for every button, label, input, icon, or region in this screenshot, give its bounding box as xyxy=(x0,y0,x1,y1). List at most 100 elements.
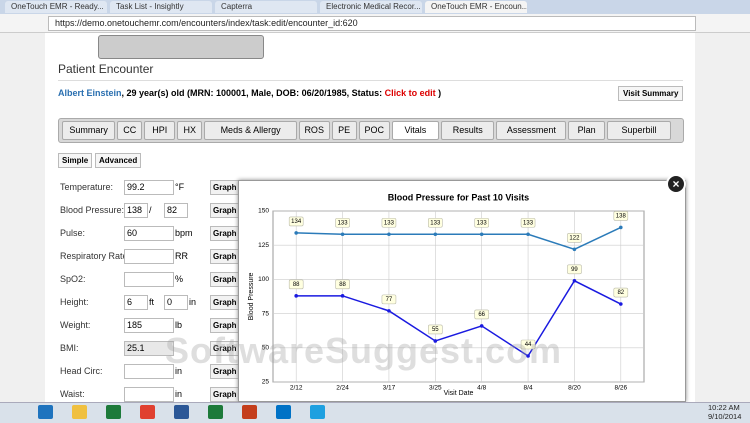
close-popup-button[interactable]: × xyxy=(666,174,686,194)
taskbar-time: 10:22 AM xyxy=(708,403,740,412)
taskbar-icon[interactable] xyxy=(276,405,291,419)
data-label-box xyxy=(567,233,582,243)
vital-unit: RR xyxy=(175,251,188,261)
vital-label: Blood Pressure: xyxy=(60,205,125,215)
page-tab[interactable]: Summary xyxy=(62,121,116,140)
taskbar-icon[interactable] xyxy=(174,405,189,419)
taskbar-icon[interactable] xyxy=(38,405,53,419)
browser-tab[interactable]: Capterra xyxy=(215,1,317,13)
mode-button[interactable]: Advanced xyxy=(95,153,142,168)
url-bar[interactable]: https://demo.onetouchemr.com/encounters/… xyxy=(48,16,696,31)
data-label: 77 xyxy=(386,297,393,303)
page-tab[interactable]: Vitals xyxy=(391,121,440,140)
page-tab[interactable]: PE xyxy=(331,121,357,140)
patient-details: , 29 year(s) old (MRN: 100001, Male, DOB… xyxy=(121,88,383,98)
vital-input[interactable] xyxy=(124,249,174,264)
taskbar-icon[interactable] xyxy=(310,405,325,419)
vital-input[interactable]: 0 xyxy=(164,295,188,310)
vital-input[interactable]: 82 xyxy=(164,203,188,218)
page-tab[interactable]: Results xyxy=(441,121,495,140)
vital-input[interactable]: 138 xyxy=(124,203,148,218)
taskbar-icon[interactable] xyxy=(140,405,155,419)
data-label-box xyxy=(520,217,536,228)
data-point xyxy=(294,231,298,235)
vital-input[interactable]: 6 xyxy=(124,295,148,310)
x-tick-label: 8/4 xyxy=(524,385,533,392)
vital-unit: ft xyxy=(149,297,155,307)
graph-button[interactable]: Graph xyxy=(210,249,240,264)
vital-unit: in xyxy=(175,366,183,376)
vital-input[interactable] xyxy=(124,364,174,379)
chart: Blood Pressure for Past 10 Visits Visit D… xyxy=(248,192,645,397)
data-label: 88 xyxy=(339,282,346,288)
graph-button[interactable]: Graph xyxy=(210,272,240,287)
page-tab[interactable]: HX xyxy=(177,121,203,140)
browser-tab[interactable]: OneTouch EMR - Ready... xyxy=(5,1,107,13)
vital-unit: % xyxy=(175,274,184,284)
vital-unit: bpm xyxy=(175,228,193,238)
voice-toolbar[interactable] xyxy=(98,35,264,59)
mode-button[interactable]: Simple xyxy=(58,153,93,168)
chart-title: Blood Pressure for Past 10 Visits xyxy=(388,192,529,202)
page-tab[interactable]: Meds & Allergy xyxy=(204,121,297,140)
graph-button[interactable]: Graph xyxy=(210,364,240,379)
data-label-box xyxy=(335,279,350,290)
vital-input[interactable] xyxy=(124,272,174,287)
visit-summary-button[interactable]: Visit Summary xyxy=(618,86,684,101)
page-tab[interactable]: POC xyxy=(358,121,390,140)
data-point xyxy=(619,225,623,230)
page-tab[interactable]: Superbill xyxy=(606,121,672,140)
page-tab[interactable]: Plan xyxy=(568,121,605,140)
page-tab[interactable]: Assessment xyxy=(496,121,567,140)
data-label: 134 xyxy=(291,219,302,225)
graph-button[interactable]: Graph xyxy=(210,226,240,241)
data-label-box xyxy=(428,324,443,335)
vital-input[interactable]: 60 xyxy=(124,226,174,241)
browser-tab[interactable]: Electronic Medical Recor... xyxy=(320,1,422,13)
page-tab[interactable]: HPI xyxy=(144,121,176,140)
graph-button[interactable]: Graph xyxy=(210,387,240,402)
vital-input[interactable]: 99.2 xyxy=(124,180,174,195)
browser-tab[interactable]: Task List - Insightly xyxy=(110,1,212,13)
vital-unit: in xyxy=(175,389,183,399)
status-close: ) xyxy=(438,88,442,98)
patient-line: Albert Einstein, 29 year(s) old (MRN: 10… xyxy=(58,88,441,98)
data-point xyxy=(340,232,345,237)
data-label: 133 xyxy=(384,220,395,226)
x-tick-label: 8/26 xyxy=(614,385,627,392)
page-tab[interactable]: ROS xyxy=(298,121,330,140)
vital-input[interactable]: 185 xyxy=(124,318,174,333)
y-tick-label: 50 xyxy=(262,345,270,352)
vital-unit: lb xyxy=(175,320,183,330)
data-point xyxy=(526,354,530,358)
data-label-box xyxy=(613,211,629,221)
taskbar-icon[interactable] xyxy=(72,405,87,419)
data-label-box xyxy=(381,217,397,228)
page-divider xyxy=(58,80,683,81)
vital-unit: in xyxy=(189,297,197,307)
page-tab[interactable]: CC xyxy=(117,121,143,140)
data-label-box xyxy=(474,309,489,320)
status-link[interactable]: Click to edit xyxy=(384,88,436,98)
data-label: 122 xyxy=(569,235,580,241)
y-axis-label: Blood Pressure xyxy=(248,272,255,320)
taskbar-icon[interactable] xyxy=(208,405,223,419)
graph-button[interactable]: Graph xyxy=(210,180,240,195)
data-label-box xyxy=(613,287,629,298)
data-label: 133 xyxy=(477,220,488,226)
vital-label: Respiratory Rate: xyxy=(60,251,131,261)
taskbar-icon[interactable] xyxy=(242,405,257,419)
chart-popup: Blood Pressure for Past 10 Visits Visit D… xyxy=(238,180,686,402)
graph-button[interactable]: Graph xyxy=(210,295,240,310)
patient-name[interactable]: Albert Einstein xyxy=(58,88,122,98)
data-point xyxy=(387,309,391,313)
data-label-box xyxy=(288,216,304,227)
vital-input[interactable] xyxy=(124,387,174,402)
graph-button[interactable]: Graph xyxy=(210,203,240,218)
data-label: 44 xyxy=(525,342,532,348)
browser-tab[interactable]: OneTouch EMR - Encoun... xyxy=(425,1,527,13)
vital-input[interactable]: 25.1 xyxy=(124,341,174,356)
plot-frame xyxy=(272,210,645,383)
taskbar-icon[interactable] xyxy=(106,405,121,419)
